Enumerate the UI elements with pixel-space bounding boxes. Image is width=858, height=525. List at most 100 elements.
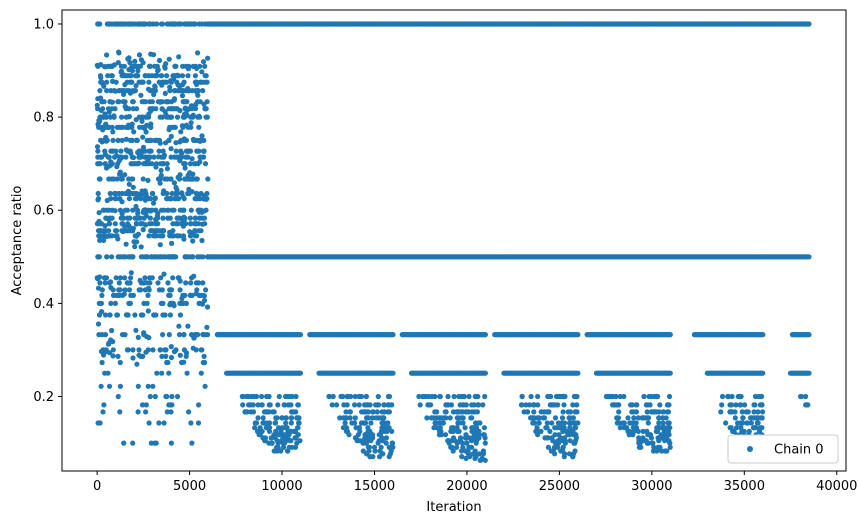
data-point bbox=[347, 415, 353, 421]
data-point bbox=[169, 402, 175, 408]
data-point bbox=[179, 295, 185, 302]
data-point bbox=[199, 301, 206, 307]
data-point bbox=[176, 215, 182, 221]
data-point bbox=[460, 402, 466, 408]
data-point bbox=[114, 312, 121, 318]
data-point bbox=[748, 420, 754, 426]
data-point bbox=[656, 420, 662, 426]
data-point bbox=[661, 409, 667, 415]
data-point bbox=[162, 65, 168, 71]
data-point bbox=[806, 332, 812, 338]
data-point bbox=[561, 454, 567, 460]
data-point bbox=[356, 393, 362, 400]
data-point bbox=[285, 448, 291, 454]
data-point bbox=[97, 280, 103, 286]
data-point bbox=[166, 332, 172, 338]
data-point bbox=[295, 402, 301, 408]
data-point bbox=[97, 237, 103, 243]
data-point bbox=[656, 415, 662, 421]
data-point bbox=[345, 393, 351, 400]
data-point bbox=[147, 99, 153, 105]
data-point bbox=[136, 52, 143, 58]
data-point bbox=[176, 323, 182, 329]
data-point bbox=[157, 114, 163, 120]
data-point bbox=[275, 440, 281, 446]
data-point bbox=[116, 50, 122, 56]
data-point bbox=[751, 402, 757, 408]
data-point bbox=[144, 122, 150, 128]
data-point bbox=[262, 438, 268, 444]
data-point bbox=[136, 287, 142, 293]
data-point bbox=[552, 415, 559, 421]
data-point bbox=[98, 348, 105, 355]
data-point bbox=[127, 60, 133, 66]
data-point bbox=[446, 440, 452, 446]
y-axis-label: Acceptance ratio bbox=[10, 186, 25, 296]
data-point bbox=[148, 108, 154, 114]
data-point bbox=[549, 420, 555, 426]
data-point bbox=[102, 349, 109, 355]
data-point bbox=[361, 409, 367, 415]
data-point bbox=[188, 207, 194, 213]
data-point bbox=[280, 440, 286, 446]
data-point bbox=[132, 73, 139, 79]
data-point bbox=[626, 432, 633, 438]
data-point bbox=[572, 440, 578, 446]
data-point bbox=[177, 233, 183, 239]
x-tick-label: 25000 bbox=[539, 479, 580, 494]
data-point bbox=[145, 383, 151, 389]
data-point bbox=[137, 194, 143, 200]
data-point bbox=[118, 63, 124, 69]
data-point bbox=[146, 63, 152, 69]
data-point bbox=[126, 287, 132, 293]
data-point bbox=[187, 215, 193, 221]
data-point bbox=[122, 287, 128, 293]
data-point bbox=[251, 393, 257, 400]
data-point bbox=[529, 415, 535, 421]
data-point bbox=[98, 62, 104, 68]
data-point bbox=[163, 140, 169, 146]
data-point bbox=[744, 420, 750, 426]
data-point bbox=[104, 254, 110, 260]
data-point bbox=[342, 415, 348, 421]
data-point bbox=[193, 280, 199, 286]
data-point bbox=[288, 415, 295, 421]
data-point bbox=[145, 292, 151, 298]
data-point bbox=[177, 158, 183, 164]
data-point bbox=[104, 79, 110, 85]
data-point bbox=[121, 91, 127, 97]
data-point bbox=[110, 78, 116, 84]
data-point bbox=[190, 231, 196, 237]
data-point bbox=[118, 254, 124, 260]
data-point bbox=[126, 280, 132, 286]
data-point bbox=[202, 161, 209, 167]
data-point bbox=[153, 164, 159, 170]
data-point bbox=[188, 120, 194, 126]
data-point bbox=[179, 88, 185, 94]
data-point bbox=[196, 124, 202, 130]
data-point bbox=[162, 90, 168, 96]
data-point bbox=[190, 238, 196, 244]
data-point bbox=[198, 370, 204, 376]
data-point bbox=[164, 196, 170, 202]
data-point bbox=[132, 312, 138, 318]
data-point bbox=[103, 121, 109, 127]
data-point bbox=[102, 161, 108, 167]
data-point bbox=[195, 332, 201, 338]
data-point bbox=[196, 192, 202, 198]
data-point bbox=[140, 312, 146, 318]
data-point bbox=[95, 197, 101, 203]
x-tick-label: 40000 bbox=[816, 479, 857, 494]
data-point bbox=[135, 215, 141, 221]
data-point bbox=[106, 340, 112, 346]
data-point bbox=[150, 347, 156, 353]
data-point bbox=[109, 124, 115, 130]
data-point bbox=[139, 118, 145, 124]
data-point bbox=[616, 409, 622, 415]
y-tick-label: 0.4 bbox=[33, 297, 54, 312]
data-point bbox=[755, 409, 761, 415]
data-point bbox=[459, 448, 465, 454]
data-point bbox=[199, 69, 205, 75]
data-point bbox=[158, 167, 164, 173]
data-point bbox=[108, 300, 114, 306]
